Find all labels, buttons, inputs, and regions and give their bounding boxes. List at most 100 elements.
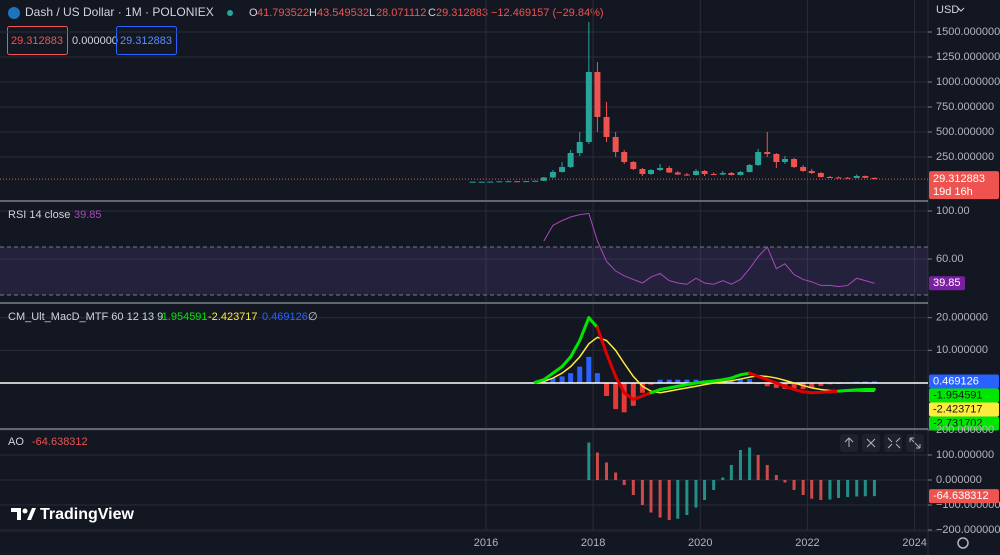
macd-histogram-bar [630,382,636,406]
ao-bar [765,465,769,480]
last-price: 29.312883 [933,173,985,185]
pane-value: 0.469126 [262,311,308,323]
candle-body [559,167,566,172]
macd-histogram-bar [764,382,770,387]
ao-bar [774,475,778,480]
macd-histogram-bar [594,373,600,383]
macd-histogram-bar [791,382,797,390]
pane-value: 39.85 [74,209,102,221]
ao-bar [738,450,742,480]
candle-body [755,152,762,165]
y-tick-label: −200.000000 [936,524,1000,536]
macd-histogram-bar [773,382,779,388]
y-tick-label: 1500.000000 [936,26,1000,38]
candle-body [808,171,815,173]
brand-icon [22,508,28,514]
macd-line-segment [756,374,769,382]
macd-line-segment [783,384,796,391]
y-tick-label: 1000.000000 [936,76,1000,88]
symbol-logo [8,7,20,19]
candle-body [639,169,646,174]
candle-body [594,72,601,117]
currency[interactable]: USD [936,4,959,16]
macd-line-segment [640,391,653,398]
candle-body [853,176,860,178]
brand: TradingView [11,506,135,523]
candle-body [514,181,521,183]
candle-body [532,180,539,182]
ao-bar [872,480,876,497]
x-tick-label: 2024 [902,537,926,549]
macd-histogram-bar [747,379,753,383]
x-tick-label: 2022 [795,537,819,549]
candle-body [826,177,833,178]
ao-bar [855,480,859,497]
ohlc-value: 29.312883 [436,7,488,19]
candle-body [630,162,637,169]
macd-histogram-bar [550,378,556,383]
candle-body [862,176,869,178]
candle-body [523,181,530,183]
currency-chevron[interactable] [957,7,965,12]
value-label: 39.85 [933,277,961,289]
candle-body [585,72,592,142]
candle-body [683,174,690,176]
ao-bar [810,480,814,499]
macd-line-segment [595,325,609,356]
y-tick-label: 60.00 [936,253,964,265]
value-label-box [929,489,999,504]
ao-bar [667,480,671,520]
candle-body [496,181,503,183]
y-tick-label: 750.000000 [936,101,994,113]
macd-line-segment [578,316,591,343]
candle-body [791,159,798,167]
ao-bar [649,480,653,513]
candle-body [737,172,744,175]
value-label: -2.423717 [933,403,983,415]
market-status [227,10,233,16]
ohlc-letter: O [249,7,258,19]
ao-bar [712,480,716,490]
macd-histogram-bar [684,379,690,383]
ohlc-letter: H [309,7,317,19]
legend-boxes: 29.312883 0.000000 29.312883 [7,26,177,55]
macd-histogram-bar [675,379,681,383]
macd-histogram-bar [577,366,583,383]
y-tick-label: 1250.000000 [936,51,1000,63]
countdown: 19d 16h [933,186,973,198]
settings-button[interactable] [957,537,969,549]
macd-line-segment [658,386,671,391]
pane-value: -64.638312 [32,436,88,448]
macd-histogram-bar [648,382,654,385]
macd-line-segment [605,352,618,378]
value-label: -2.731702 [933,417,983,429]
ao-bar [863,480,867,497]
x-tick-label: 2018 [581,537,605,549]
pane [0,0,928,200]
symbol-title: Dash / US Dollar · 1M · POLONIEX [25,5,214,19]
ohlc-value: 43.549532 [317,7,369,19]
collapse-button[interactable] [884,434,902,452]
candle-body [621,152,628,162]
value-label: -64.638312 [933,490,989,502]
ao-bar [792,480,796,490]
candle-body [800,167,807,171]
macd-histogram-bar [541,381,547,383]
candle-body [710,174,717,175]
candle-body [469,181,476,183]
legend-value: 29.312883 [120,35,172,47]
ao-bar [640,480,644,505]
rsi-line [543,212,875,288]
ao-bar [694,480,698,508]
macd-line-segment [712,378,725,383]
candle-body [693,171,699,175]
ao-bar [658,480,662,518]
ao-bar [685,480,689,515]
x-tick-label: 2016 [474,537,498,549]
macd-line-segment [676,383,689,388]
pane [0,304,928,428]
pane-title: RSI 14 close [8,209,70,221]
pane [0,202,928,302]
